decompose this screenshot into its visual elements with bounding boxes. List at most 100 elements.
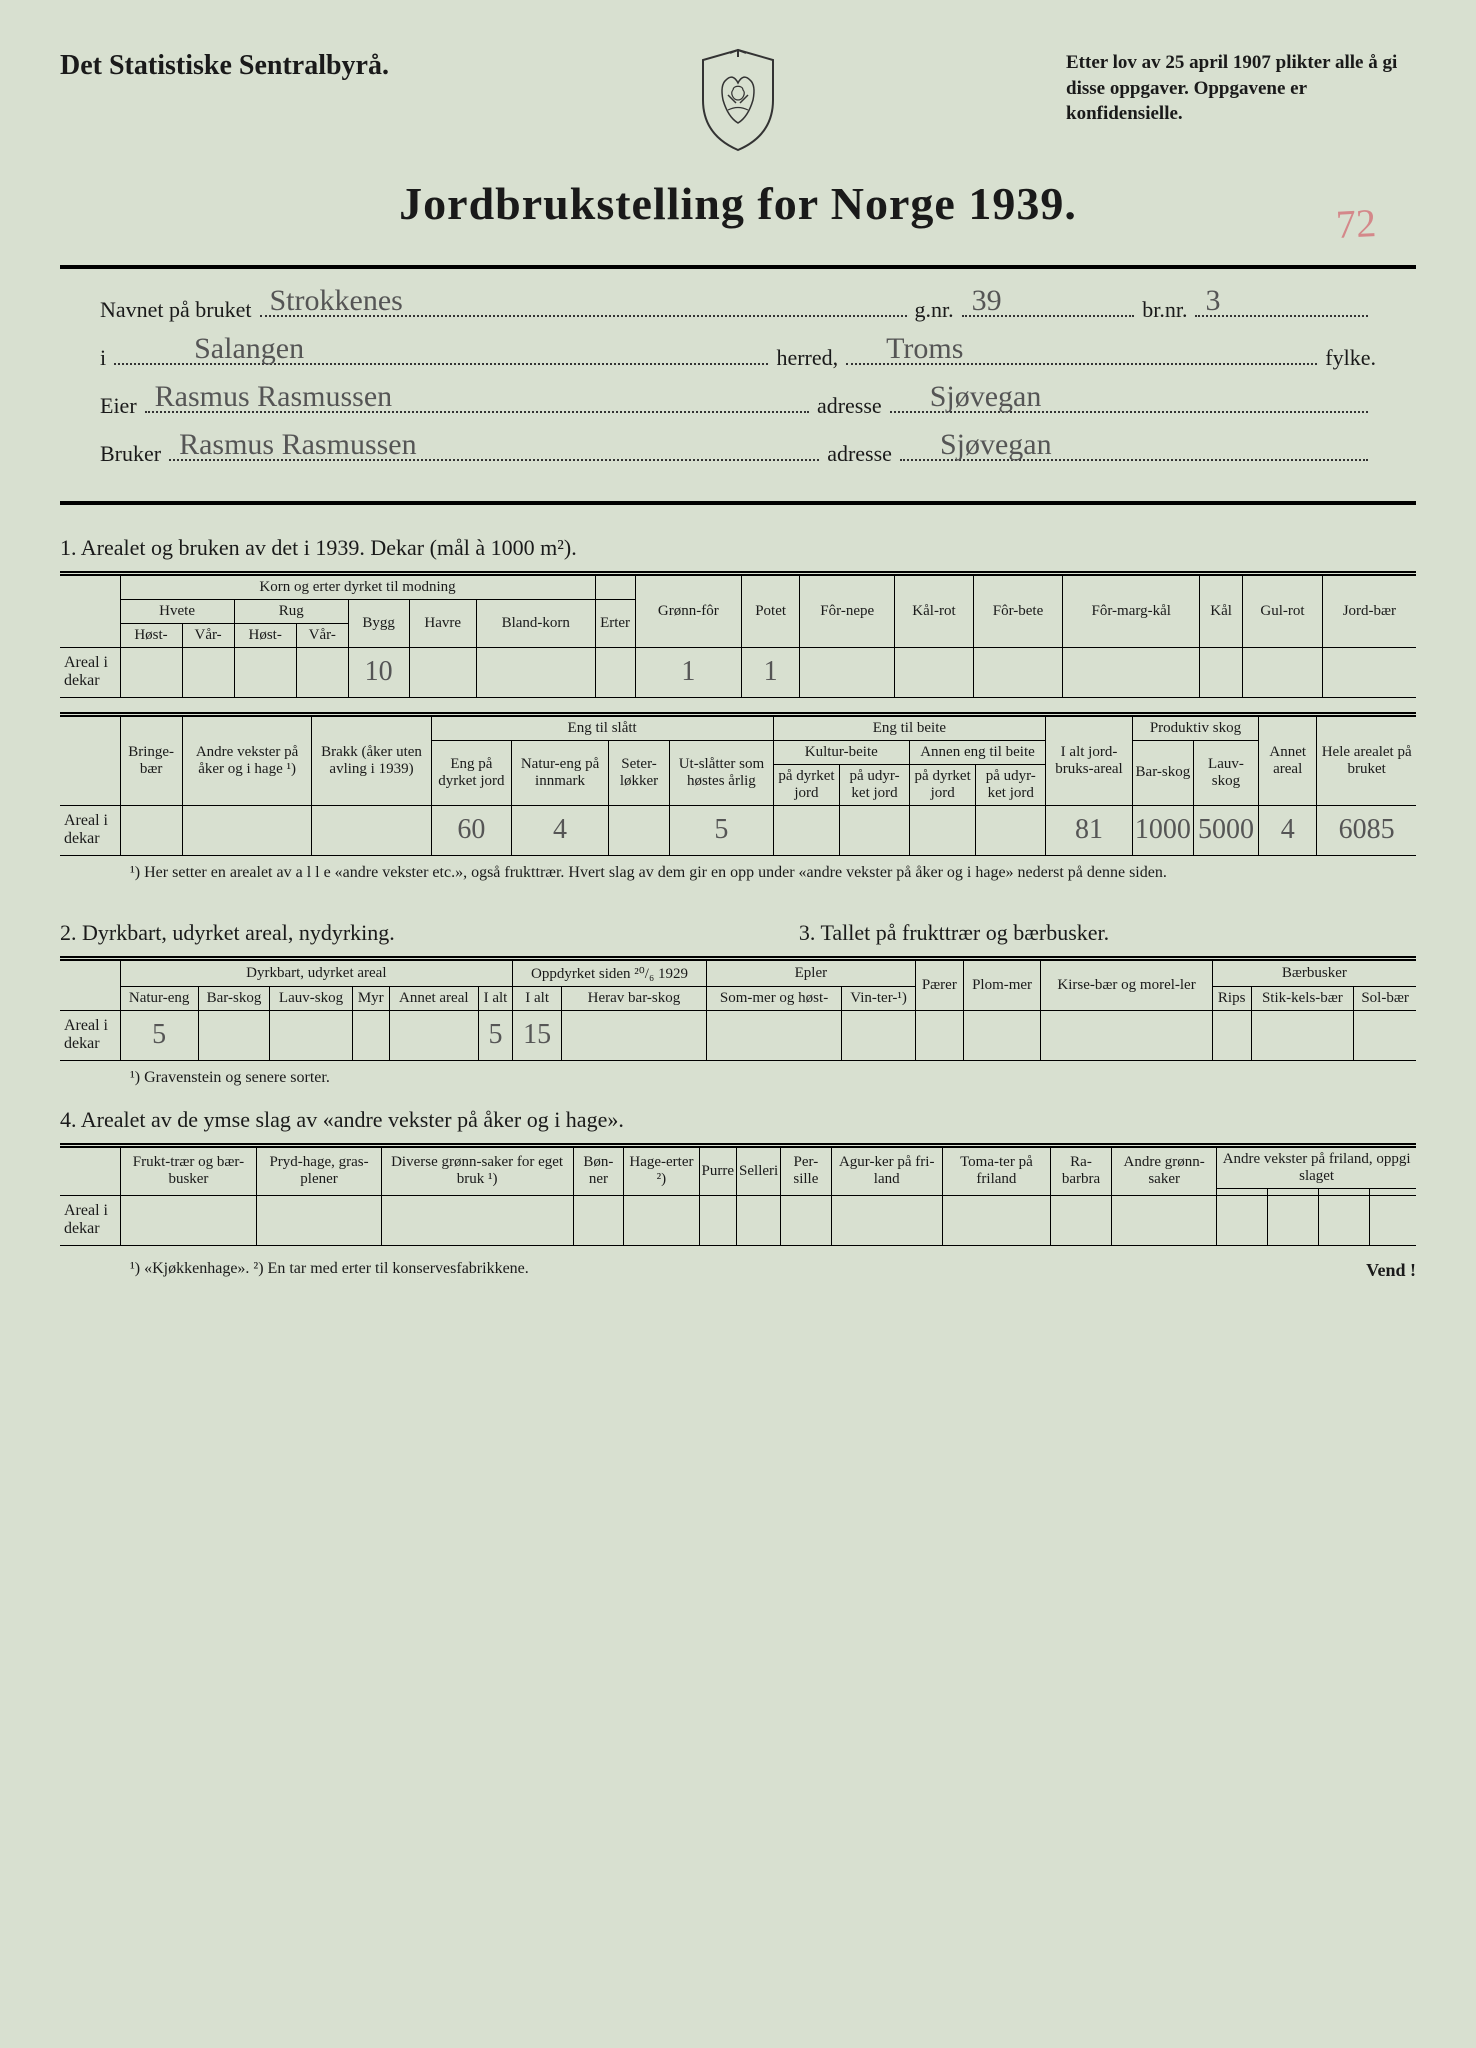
col-hageerter: Hage-erter ²) (624, 1145, 699, 1195)
section4-footnote: ¹) «Kjøkkenhage». ²) En tar med erter ti… (130, 1260, 529, 1281)
brnr-label: br.nr. (1142, 297, 1187, 323)
agency-name: Det Statistiske Sentralbyrå. (60, 50, 389, 82)
coat-of-arms-icon (688, 45, 788, 155)
col-annet-areal: Annet areal (1259, 714, 1317, 805)
table4: Frukt-trær og bær-busker Pryd-hage, gras… (60, 1143, 1416, 1246)
col-andre-vekster: Andre vekster på åker og i hage ¹) (182, 714, 312, 805)
col-ae-dyrket: på dyrket jord (909, 764, 976, 805)
col-tomater: Toma-ter på friland (942, 1145, 1050, 1195)
col-andre-gronn: Andre grønn-saker (1112, 1145, 1217, 1195)
col-epler: Epler (706, 958, 915, 986)
col-potet: Potet (742, 573, 800, 647)
col-formargkal: Fôr-marg-kål (1063, 573, 1200, 647)
row-label-areal1: Areal i dekar (60, 647, 120, 697)
gnr-label: g.nr. (915, 297, 954, 323)
table23: Dyrkbart, udyrket areal Oppdyrket siden … (60, 956, 1416, 1061)
col-korn: Korn og erter dyrket til modning (120, 573, 595, 599)
col-lauvskog: Lauv-skog (1193, 740, 1258, 805)
census-form-page: Det Statistiske Sentralbyrå. Etter lov a… (0, 0, 1476, 2048)
col-jordbaer: Jord-bær (1322, 573, 1416, 647)
county-field: Troms (846, 335, 1317, 365)
col-barskog: Bar-skog (1132, 740, 1193, 805)
col-host2: Høst- (234, 623, 296, 647)
section2-title: 2. Dyrkbart, udyrket areal, nydyrking. (60, 920, 739, 946)
col-gronnfor: Grønn-fôr (635, 573, 742, 647)
col-gulrot: Gul-rot (1243, 573, 1323, 647)
col-oppdyrket: Oppdyrket siden ²⁰/₆ 1929 (513, 958, 707, 986)
municipality-field: Salangen (114, 335, 768, 365)
col-kb-udyrket: på udyr-ket jord (840, 764, 910, 805)
col-frukttraer: Frukt-trær og bær-busker (120, 1145, 257, 1195)
val-annet: 4 (1259, 805, 1317, 855)
col-paerer: Pærer (915, 958, 963, 1010)
col-prydhage: Pryd-hage, gras-plener (257, 1145, 381, 1195)
section2-footnote: ¹) Gravenstein og senere sorter. (130, 1069, 1416, 1087)
col-rug: Rug (234, 599, 348, 623)
col-plommer: Plom-mer (963, 958, 1041, 1010)
row-label-s23: Areal i dekar (60, 1010, 120, 1060)
val-oppdyrket: 15 (513, 1010, 562, 1060)
val-potet: 1 (742, 647, 800, 697)
fylke-label: fylke. (1325, 345, 1376, 371)
col-bygg: Bygg (348, 599, 409, 647)
page-turn-label: Vend ! (1366, 1260, 1416, 1281)
col-hvete: Hvete (120, 599, 234, 623)
col-baerbusker: Bærbusker (1212, 958, 1416, 986)
col-purre: Purre (699, 1145, 737, 1195)
page-number-handwritten: 72 (1335, 199, 1377, 248)
col-eng-beite: Eng til beite (773, 714, 1045, 740)
val-lauvskog: 5000 (1193, 805, 1258, 855)
section1-footnote: ¹) Her setter en arealet av a l l e «and… (130, 864, 1416, 882)
col-kulturbeite: Kultur-beite (773, 740, 909, 764)
col-utslatter: Ut-slåtter som høstes årlig (670, 740, 774, 805)
col-s2-barskog: Bar-skog (198, 986, 269, 1010)
row-label-s4: Areal i dekar (60, 1195, 120, 1245)
col-fornepe: Fôr-nepe (800, 573, 895, 647)
col-selleri: Selleri (737, 1145, 781, 1195)
col-diverse: Diverse grønn-saker for eget bruk ¹) (381, 1145, 573, 1195)
user-addr-field: Sjøvegan (900, 431, 1368, 461)
document-title: Jordbrukstelling for Norge 1939. (60, 177, 1416, 230)
owner-addr-field: Sjøvegan (890, 383, 1368, 413)
col-forbete: Fôr-bete (973, 573, 1063, 647)
col-s2-annet: Annet areal (389, 986, 478, 1010)
col-persille: Per-sille (781, 1145, 831, 1195)
farm-name-label: Navnet på bruket (100, 297, 252, 323)
col-vinter: Vin-ter-¹) (842, 986, 916, 1010)
user-label: Bruker (100, 441, 161, 467)
col-var2: Vår- (296, 623, 348, 647)
col-s2-natureng: Natur-eng (120, 986, 198, 1010)
col-s2-myr: Myr (352, 986, 389, 1010)
col-rabarbra: Ra-barbra (1050, 1145, 1111, 1195)
col-hele-arealet: Hele arealet på bruket (1317, 714, 1416, 805)
val-bygg: 10 (348, 647, 409, 697)
col-s2-lauvskog: Lauv-skog (270, 986, 353, 1010)
gnr-field: 39 (962, 287, 1135, 317)
val-utslatter: 5 (670, 805, 774, 855)
table1b-land: Bringe-bær Andre vekster på åker og i ha… (60, 712, 1416, 856)
col-brakk: Brakk (åker uten avling i 1939) (312, 714, 431, 805)
col-kalrot: Kål-rot (895, 573, 973, 647)
col-herav-barskog: Herav bar-skog (562, 986, 707, 1010)
owner-field: Rasmus Rasmussen (145, 383, 809, 413)
farm-name-field: Strokkenes (260, 287, 907, 317)
section3-title: 3. Tallet på frukttrær og bærbusker. (799, 920, 1416, 946)
section4-title: 4. Arealet av de ymse slag av «andre vek… (60, 1107, 1416, 1133)
col-host1: Høst- (120, 623, 182, 647)
val-hele: 6085 (1317, 805, 1416, 855)
col-stikkels: Stik-kels-bær (1251, 986, 1354, 1010)
col-prod-skog: Produktiv skog (1132, 714, 1258, 740)
user-field: Rasmus Rasmussen (169, 431, 819, 461)
user-addr-label: adresse (827, 441, 892, 467)
val-s2-ialt: 5 (478, 1010, 512, 1060)
col-erter: Erter (595, 599, 635, 647)
col-dyrkbart: Dyrkbart, udyrket areal (120, 958, 513, 986)
col-natureng: Natur-eng på innmark (512, 740, 609, 805)
col-s2-ialt: I alt (478, 986, 512, 1010)
val-natureng-1b: 4 (512, 805, 609, 855)
col-seterlokker: Seter-løkker (608, 740, 669, 805)
legal-notice: Etter lov av 25 april 1907 plikter alle … (1066, 50, 1416, 127)
val-barskog: 1000 (1132, 805, 1193, 855)
row-label-areal2: Areal i dekar (60, 805, 120, 855)
col-kal: Kål (1200, 573, 1243, 647)
